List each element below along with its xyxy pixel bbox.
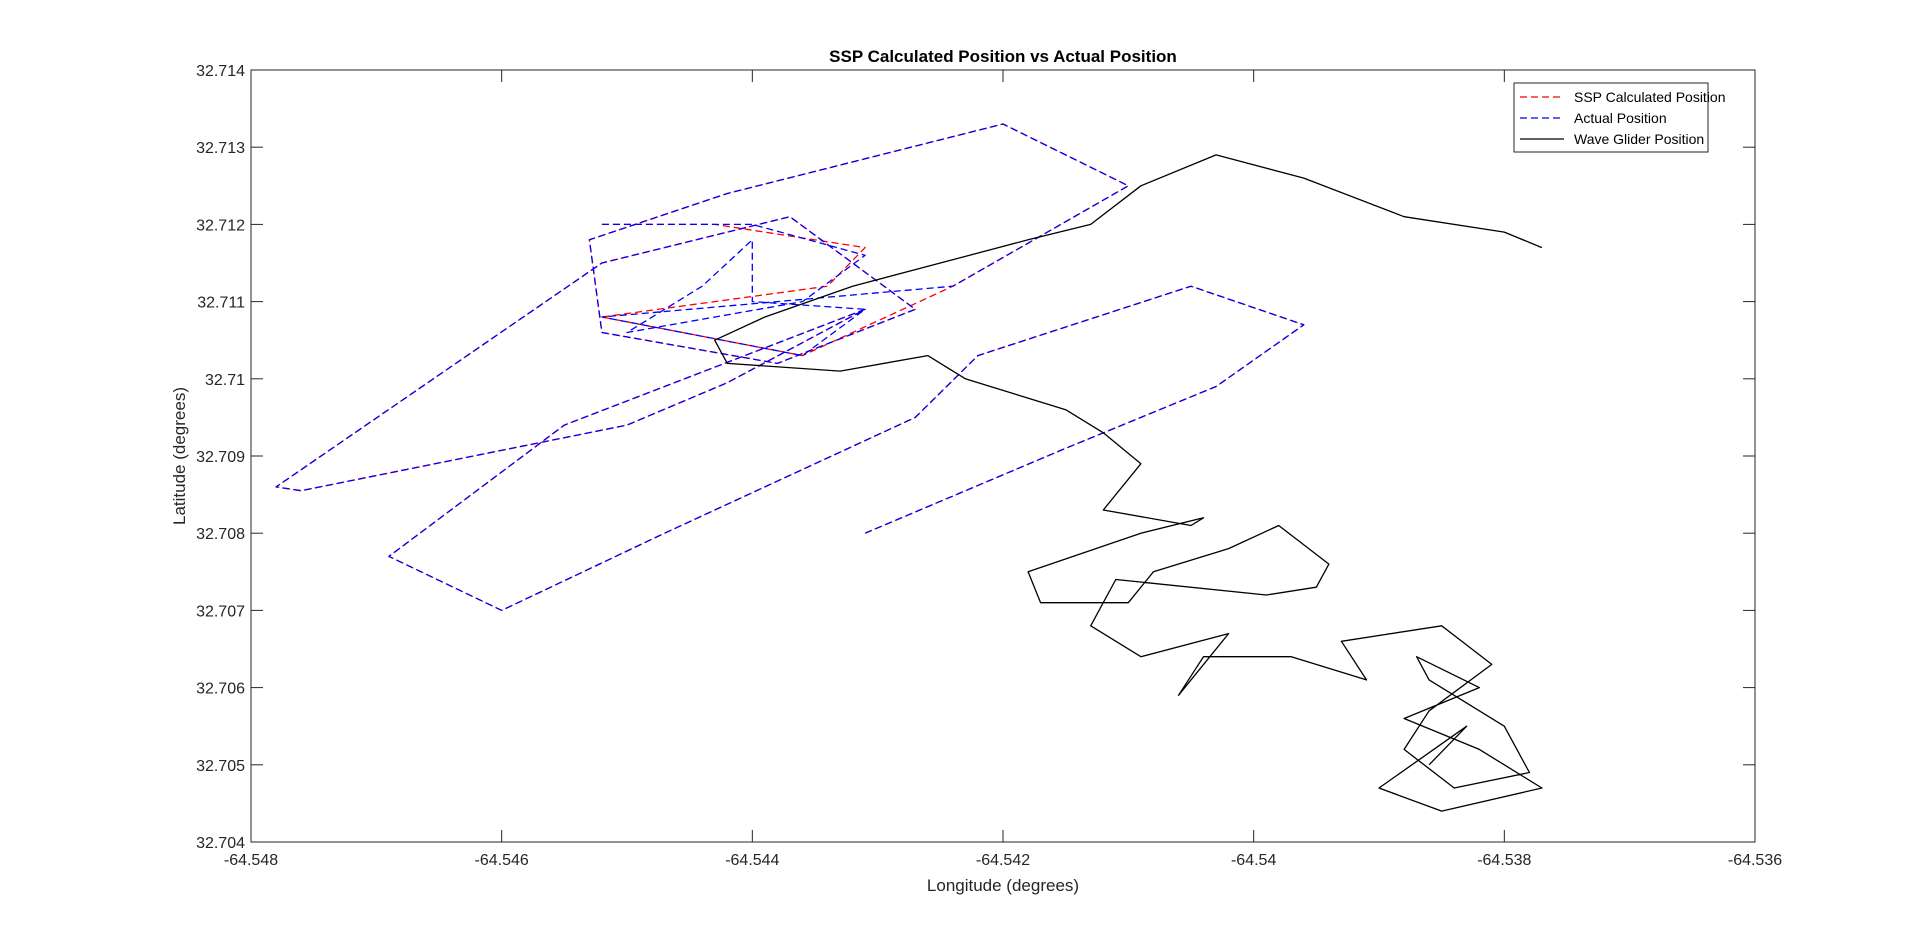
series-line-wave-glider-position xyxy=(714,154,1543,812)
legend-label-actual: Actual Position xyxy=(1574,110,1667,126)
chart-title: SSP Calculated Position vs Actual Positi… xyxy=(829,47,1177,66)
y-tick-label: 32.712 xyxy=(196,217,245,234)
y-tick-label: 32.713 xyxy=(196,140,245,157)
y-tick-label: 32.704 xyxy=(196,835,245,852)
x-tick-label: -64.544 xyxy=(725,852,779,869)
plot-area xyxy=(251,70,1755,842)
y-axis-label: Latitude (degrees) xyxy=(170,387,189,525)
x-tick-label: -64.538 xyxy=(1477,852,1531,869)
x-axis-label: Longitude (degrees) xyxy=(927,876,1079,895)
y-tick-label: 32.705 xyxy=(196,758,245,775)
y-tick-label: 32.707 xyxy=(196,603,245,620)
x-tick-label: -64.54 xyxy=(1231,852,1276,869)
y-tick-label: 32.706 xyxy=(196,681,245,698)
y-tick-label: 32.71 xyxy=(205,372,245,389)
y-tick-label: 32.711 xyxy=(197,295,245,312)
series-line-actual-position xyxy=(275,123,1305,612)
x-tick-label: -64.542 xyxy=(976,852,1030,869)
y-tick-label: 32.708 xyxy=(196,526,245,543)
series-layer xyxy=(275,123,1543,812)
y-tick-label: 32.709 xyxy=(196,449,245,466)
x-axis-ticks: -64.548 -64.546 -64.544 -64.542 -64.54 -64.53… xyxy=(224,70,1782,869)
y-axis-ticks: 32.704 32.705 32.706 32.707 32.708 32.709 32.7… xyxy=(196,63,1755,852)
legend-label-glider: Wave Glider Position xyxy=(1574,131,1704,147)
legend: SSP Calculated Position Actual Position … xyxy=(1513,82,1726,153)
x-tick-label: -64.546 xyxy=(475,852,529,869)
legend-label-ssp: SSP Calculated Position xyxy=(1574,89,1726,105)
y-tick-label: 32.714 xyxy=(196,63,245,80)
x-tick-label: -64.536 xyxy=(1728,852,1782,869)
x-tick-label: -64.548 xyxy=(224,852,278,869)
